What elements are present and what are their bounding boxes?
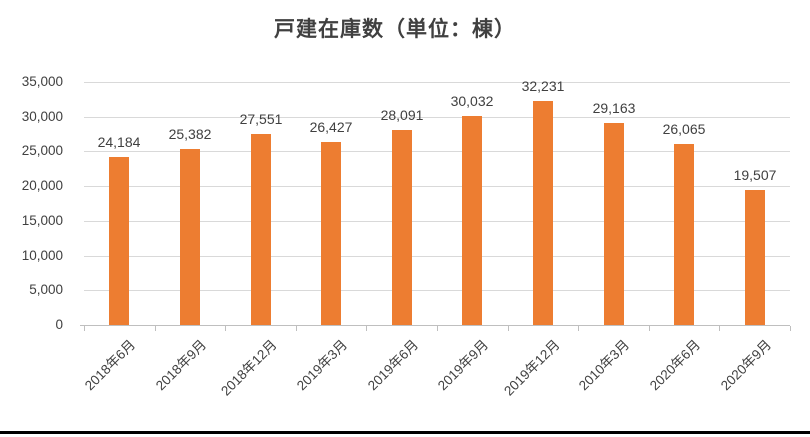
x-axis-tick [84, 326, 85, 331]
y-axis-tick-label: 10,000 [21, 248, 63, 263]
bar [180, 149, 200, 325]
bar-data-label: 28,091 [380, 107, 424, 123]
y-axis-tick-label: 0 [55, 317, 63, 332]
bar-data-label: 29,163 [592, 100, 636, 116]
bar-data-label: 26,427 [309, 119, 353, 135]
gridline [84, 151, 790, 152]
gridline [84, 256, 790, 257]
y-axis-tick-label: 20,000 [21, 178, 63, 193]
x-axis-category-label: 2020年9月 [718, 337, 775, 394]
bar [462, 116, 482, 325]
x-axis-category-label: 2019年3月 [294, 337, 351, 394]
bar-data-label: 30,032 [450, 93, 494, 109]
x-axis-tick [578, 326, 579, 331]
x-axis-tick [225, 326, 226, 331]
x-axis-tick [790, 326, 791, 331]
y-axis-tick-label: 30,000 [21, 109, 63, 124]
bar [321, 142, 341, 325]
bar-data-label: 24,184 [97, 134, 141, 150]
x-axis-tick [296, 326, 297, 331]
x-axis-tick [155, 326, 156, 331]
x-axis-category-label: 2010年3月 [576, 337, 633, 394]
x-axis-tick [508, 326, 509, 331]
x-axis-tick [437, 326, 438, 331]
y-axis-tick-label: 25,000 [21, 143, 63, 158]
y-axis-tick-label: 15,000 [21, 213, 63, 228]
bar [674, 144, 694, 325]
x-axis-category-label: 2019年6月 [365, 337, 422, 394]
bar-data-label: 32,231 [521, 78, 565, 94]
bar [745, 190, 765, 325]
x-axis-category-label: 2018年9月 [153, 337, 210, 394]
bar [109, 157, 129, 325]
bar-data-label: 25,382 [168, 126, 212, 142]
bar [251, 134, 271, 325]
bar [604, 123, 624, 325]
x-axis-category-label: 2018年12月 [218, 337, 280, 399]
x-axis-tick [649, 326, 650, 331]
x-axis-category-label: 2020年6月 [647, 337, 704, 394]
gridline [84, 221, 790, 222]
bar-data-label: 19,507 [733, 167, 777, 183]
chart-title: 戸建在庫数（単位：棟） [274, 18, 516, 41]
gridline [84, 117, 790, 118]
y-axis-tick-label: 5,000 [29, 282, 63, 297]
x-axis-category-label: 2019年9月 [435, 337, 492, 394]
x-axis-category-label: 2018年6月 [82, 337, 139, 394]
gridline [84, 82, 790, 83]
gridline [84, 290, 790, 291]
bar [392, 130, 412, 325]
bar [533, 101, 553, 325]
x-axis-tick [719, 326, 720, 331]
bar-data-label: 26,065 [662, 121, 706, 137]
x-axis-line [80, 325, 790, 326]
x-axis-category-label: 2019年12月 [501, 337, 563, 399]
y-axis-tick-label: 35,000 [21, 74, 63, 89]
bottom-border [0, 431, 810, 434]
bar-data-label: 27,551 [239, 111, 283, 127]
x-axis-tick [366, 326, 367, 331]
gridline [84, 186, 790, 187]
